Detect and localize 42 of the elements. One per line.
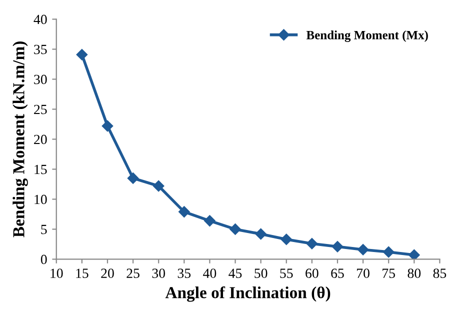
x-tick-label: 85 (433, 268, 446, 278)
x-tick-label: 75 (382, 268, 396, 278)
x-tick-label: 50 (254, 268, 268, 278)
y-tick-label: 0 (40, 254, 47, 264)
x-tick-label: 80 (408, 268, 421, 278)
point (204, 215, 216, 226)
y-tick-label: 5 (41, 224, 47, 234)
y-tick-label: 35 (34, 44, 47, 54)
x-axis-title: Angle of Inclination (θ) (165, 286, 330, 302)
y-tick-label: 15 (34, 164, 47, 174)
point (152, 180, 164, 192)
y-tick-label: 40 (34, 14, 47, 24)
point (230, 224, 241, 235)
point (332, 240, 344, 252)
x-tick-label: 65 (331, 268, 344, 278)
x-tick-label: 40 (203, 268, 216, 278)
y-tick-label: 25 (34, 104, 47, 114)
x-tick-label: 55 (280, 268, 293, 278)
x-tick-label: 60 (306, 268, 318, 278)
point (408, 249, 420, 260)
point (255, 228, 266, 240)
point (102, 120, 114, 132)
point (306, 238, 318, 250)
point (357, 244, 369, 256)
x-tick-label: 30 (152, 268, 166, 278)
x-tick-label: 45 (228, 268, 242, 278)
point (127, 172, 139, 184)
y-tick-label: 30 (34, 74, 47, 84)
point (383, 246, 394, 258)
x-tick-label: 70 (357, 268, 370, 278)
x-tick-label: 25 (126, 268, 140, 278)
legend-label: Bending Moment (Mx) (306, 30, 428, 42)
y-tick-label: 20 (34, 134, 47, 144)
x-tick-label: 20 (101, 268, 114, 278)
y-axis-title: Bending Moment (kN.m/m) (12, 42, 28, 238)
x-tick-label: 35 (178, 268, 191, 278)
x-tick-label: 10 (50, 268, 63, 278)
point (178, 206, 190, 218)
point (76, 48, 88, 60)
y-tick-label: 10 (34, 194, 47, 204)
point (280, 234, 292, 246)
x-tick-label: 15 (76, 268, 88, 278)
